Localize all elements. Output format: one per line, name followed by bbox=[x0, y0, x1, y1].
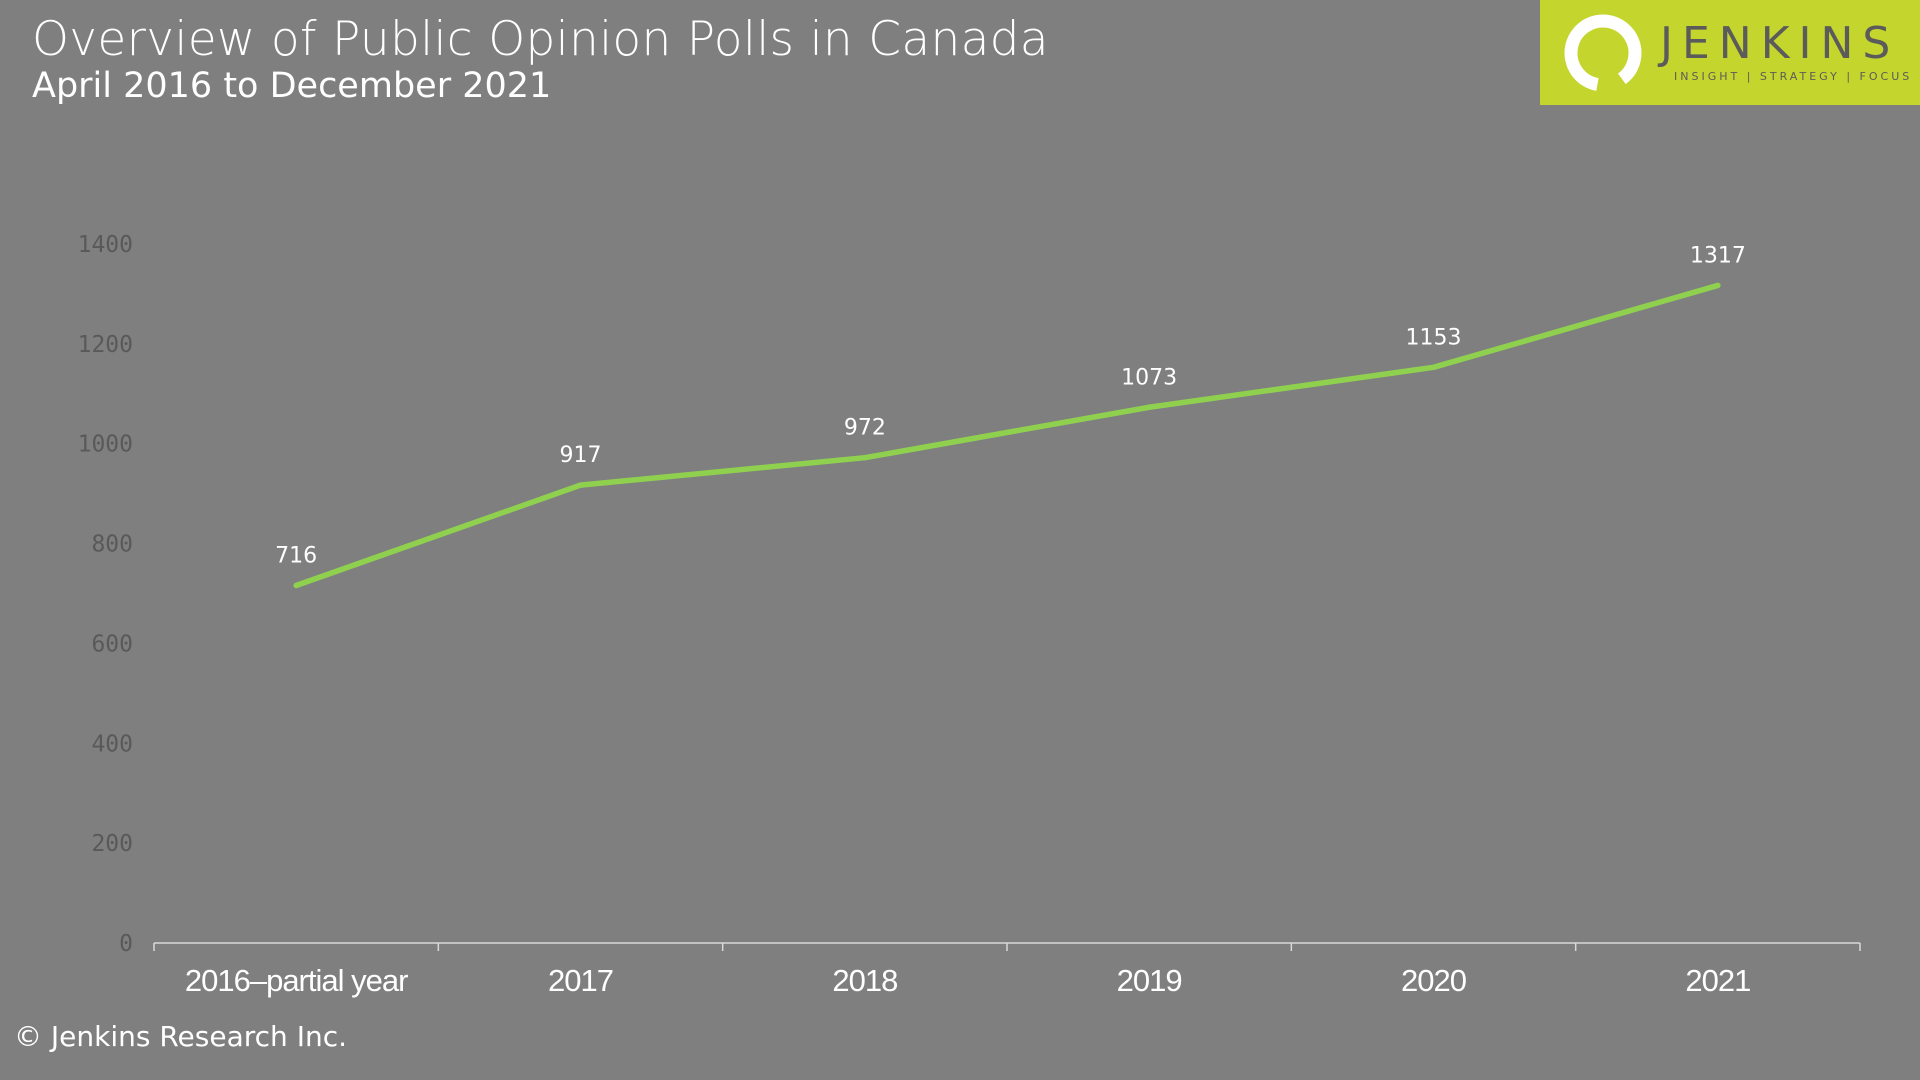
y-tick-label: 400 bbox=[91, 731, 133, 757]
data-label: 1317 bbox=[1690, 243, 1746, 268]
logo-name: JENKINS bbox=[1660, 18, 1900, 69]
data-point bbox=[578, 482, 583, 488]
x-category-label: 2021 bbox=[1685, 963, 1750, 998]
data-label: 917 bbox=[560, 443, 602, 468]
y-tick-label: 0 bbox=[119, 931, 133, 957]
data-point bbox=[293, 583, 299, 589]
series-line bbox=[293, 282, 1721, 589]
x-category-label: 2017 bbox=[548, 963, 613, 998]
page-subtitle: April 2016 to December 2021 bbox=[32, 66, 552, 106]
logo-ring-icon bbox=[1564, 14, 1642, 92]
page-title: Overview of Public Opinion Polls in Cana… bbox=[32, 12, 1049, 67]
x-category-label: 2018 bbox=[832, 963, 897, 998]
data-point bbox=[1146, 404, 1152, 410]
data-label: 972 bbox=[844, 416, 886, 441]
x-category-label: 2016–partial year bbox=[185, 963, 408, 998]
data-point bbox=[1431, 364, 1436, 370]
jenkins-logo: JENKINS INSIGHT | STRATEGY | FOCUS bbox=[1540, 0, 1920, 105]
y-tick-label: 1000 bbox=[78, 432, 133, 458]
x-category-label: 2019 bbox=[1117, 963, 1182, 998]
y-tick-label: 200 bbox=[91, 831, 133, 857]
x-category-label: 2020 bbox=[1401, 963, 1467, 998]
logo-tagline: INSIGHT | STRATEGY | FOCUS bbox=[1674, 70, 1913, 83]
data-point bbox=[862, 455, 868, 461]
data-point bbox=[1715, 282, 1721, 288]
y-tick-label: 1400 bbox=[78, 232, 133, 258]
data-label: 1153 bbox=[1406, 325, 1462, 350]
y-tick-label: 1200 bbox=[78, 332, 133, 358]
y-tick-label: 800 bbox=[91, 532, 133, 558]
y-tick-label: 600 bbox=[91, 631, 133, 657]
data-label: 1073 bbox=[1121, 365, 1177, 390]
copyright-footer: © Jenkins Research Inc. bbox=[14, 1020, 347, 1053]
data-label: 716 bbox=[275, 544, 317, 569]
